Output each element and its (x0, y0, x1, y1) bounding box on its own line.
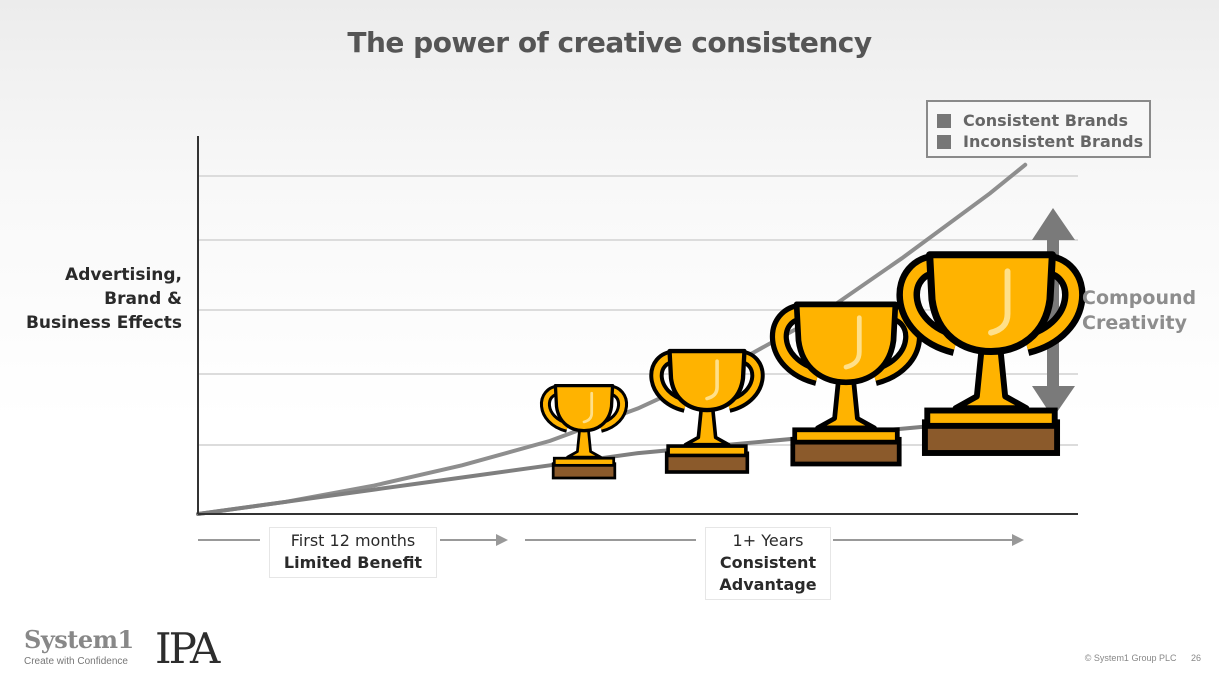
trophy-cup (793, 301, 899, 386)
phase-arrows (198, 534, 1024, 546)
axes (197, 136, 1078, 515)
timeline-arrowhead (1012, 534, 1024, 546)
footer: © System1 Group PLC 26 (1073, 653, 1201, 663)
trophy-icon (896, 251, 1086, 456)
legend-item-consistent: Consistent Brands (937, 110, 1149, 131)
trophy-plinth (792, 427, 900, 445)
phase-line: 1+ Years (732, 531, 804, 550)
trophy-cup (553, 383, 615, 433)
trophy-icon (649, 348, 765, 474)
trophies (539, 251, 1086, 480)
y-axis-label: Advertising, Brand & Business Effects (26, 263, 182, 335)
ipa-logo: IPA (155, 624, 220, 673)
trophy-plinth (552, 456, 616, 467)
phase-line-bold: Limited Benefit (283, 553, 423, 572)
trophy-stem (815, 378, 877, 431)
series-line-consistent (196, 162, 1028, 516)
trophy-plinth (666, 444, 748, 458)
y-axis-label-line: Brand & (104, 289, 182, 309)
legend: Consistent Brands Inconsistent Brands (926, 100, 1151, 158)
annotation-line: Creativity (1082, 312, 1187, 334)
compound-creativity-label: Compound Creativity (1082, 286, 1196, 336)
legend-swatch (937, 134, 951, 149)
timeline-arrowhead (496, 534, 508, 546)
system1-logo-name: System1 (24, 625, 134, 654)
y-axis-label-line: Business Effects (25, 313, 182, 333)
trophy-handle-right-fill (873, 307, 917, 381)
legend-label: Inconsistent Brands (963, 132, 1144, 151)
phase-line-bold: Consistent (719, 553, 817, 572)
legend-label: Consistent Brands (963, 111, 1129, 130)
phase-line: First 12 months (290, 531, 416, 550)
trophy-highlight (843, 315, 862, 370)
trophy-handle-left-fill (775, 307, 819, 381)
y-axis-label-line: Advertising, (65, 265, 182, 285)
compound-arrow-head-down (1032, 386, 1075, 418)
trophy-stem (683, 406, 731, 447)
trophy-stem (952, 346, 1030, 412)
trophy-icon (770, 301, 922, 467)
trophy-highlight (988, 268, 1011, 336)
trophy-plinth (924, 407, 1058, 429)
legend-item-inconsistent: Inconsistent Brands (937, 131, 1149, 152)
phase-label-first-12-months: First 12 months Limited Benefit (269, 527, 437, 578)
annotation-line: Compound (1082, 287, 1197, 309)
trophy-highlight (705, 359, 719, 401)
copyright: © System1 Group PLC (1084, 653, 1177, 663)
legend-swatch (937, 113, 951, 128)
trophy-cup (926, 251, 1056, 356)
compound-arrow-head-up (1032, 208, 1075, 240)
trophy-cup (667, 348, 747, 413)
phase-line-bold: Advantage (719, 575, 817, 594)
system1-logo-tagline: Create with Confidence (24, 656, 128, 667)
phase-label-1plus-years: 1+ Years Consistent Advantage (705, 527, 831, 600)
trophy-handle-left-fill (903, 258, 958, 350)
page-number: 26 (1190, 653, 1201, 663)
system1-logo: System1 Create with Confidence (24, 625, 134, 668)
trophy-highlight (582, 391, 594, 424)
trophy-handle-right-fill (1024, 258, 1079, 350)
trophy-icon (539, 383, 629, 480)
chart-title: The power of creative consistency (347, 26, 872, 59)
